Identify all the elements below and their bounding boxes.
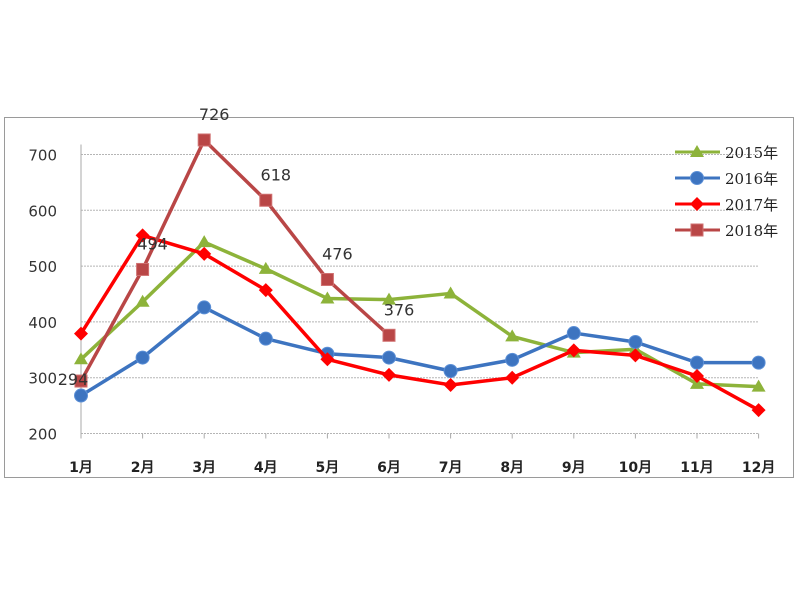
x-tick-label: 6月 (377, 460, 401, 476)
data-point-diamond (443, 377, 458, 392)
data-point-diamond (505, 370, 520, 385)
data-point-square (320, 272, 334, 286)
x-tick-label: 4月 (254, 460, 278, 476)
data-point-diamond (258, 283, 273, 298)
series-line (79, 138, 391, 382)
y-tick-label: 300 (28, 370, 57, 388)
data-point-square (259, 193, 273, 207)
series-2015 (74, 235, 766, 392)
data-label: 376 (384, 300, 415, 319)
x-tick-label: 2月 (131, 460, 155, 476)
series-line (79, 233, 760, 412)
data-point-square (136, 262, 150, 276)
data-label: 476 (322, 244, 353, 263)
data-point-square (382, 328, 396, 342)
data-point-diamond (382, 367, 396, 382)
data-point-triangle (135, 294, 150, 307)
x-tick-label: 11月 (680, 460, 713, 476)
legend-label: 2015年 (725, 144, 778, 162)
legend-label: 2016年 (725, 170, 778, 188)
series-2018: 294 494 726 618 476 376 (58, 105, 415, 389)
x-tick-label: 8月 (500, 460, 524, 476)
data-point-triangle (751, 379, 766, 392)
data-point-circle (135, 350, 150, 365)
data-point-circle (690, 171, 704, 185)
data-point-triangle (258, 261, 273, 274)
data-point-diamond (628, 348, 643, 363)
data-label: 494 (137, 234, 168, 253)
data-point-circle (751, 355, 766, 370)
data-point-circle (382, 350, 396, 365)
series-2017 (74, 228, 766, 418)
x-tick-label: 10月 (619, 460, 652, 476)
data-point-triangle (505, 329, 520, 342)
legend-label: 2018年 (725, 222, 778, 240)
y-tick-label: 600 (28, 202, 57, 220)
x-tick-label: 7月 (439, 460, 463, 476)
data-point-diamond (690, 197, 704, 211)
data-point-diamond (566, 343, 581, 358)
data-point-circle (443, 364, 458, 379)
x-tick-label: 1月 (69, 460, 93, 476)
data-point-diamond (197, 246, 212, 261)
data-point-circle (566, 326, 581, 341)
data-point-diamond (690, 369, 704, 384)
legend-item: 2018年 (675, 222, 778, 240)
data-point-diamond (135, 228, 150, 243)
data-point-square (74, 374, 88, 388)
y-tick-label: 200 (28, 426, 57, 444)
data-point-triangle (382, 292, 396, 305)
data-point-triangle (690, 145, 704, 157)
series-line (80, 305, 759, 398)
data-point-circle (690, 355, 704, 370)
x-tick-label: 12月 (742, 460, 775, 476)
data-point-diamond (751, 403, 766, 418)
data-label: 294 (58, 370, 89, 389)
data-point-triangle (443, 286, 458, 299)
data-label: 618 (261, 165, 292, 184)
data-point-circle (505, 352, 520, 367)
data-point-square (197, 133, 211, 147)
data-point-circle (74, 388, 88, 403)
y-tick-label: 500 (28, 258, 57, 276)
legend-item: 2016年 (675, 170, 778, 188)
y-tick-label: 400 (28, 314, 57, 332)
y-tick-label: 700 (28, 147, 57, 165)
chart-frame (4, 117, 794, 478)
data-point-triangle (197, 235, 212, 248)
data-point-diamond (74, 326, 88, 341)
data-point-circle (258, 331, 273, 346)
data-label: 726 (199, 105, 230, 124)
data-point-diamond (320, 352, 335, 367)
x-tick-label: 5月 (316, 460, 340, 476)
data-point-square (690, 223, 704, 237)
x-tick-label: 3月 (192, 460, 216, 476)
series-2016 (74, 300, 766, 403)
data-point-circle (628, 334, 643, 349)
data-point-circle (197, 300, 212, 315)
legend-label: 2017年 (725, 196, 778, 214)
legend-item: 2015年 (675, 144, 778, 162)
data-point-triangle (320, 291, 335, 304)
data-point-triangle (74, 352, 88, 365)
legend-item: 2017年 (675, 196, 778, 214)
x-tick-label: 9月 (562, 460, 586, 476)
